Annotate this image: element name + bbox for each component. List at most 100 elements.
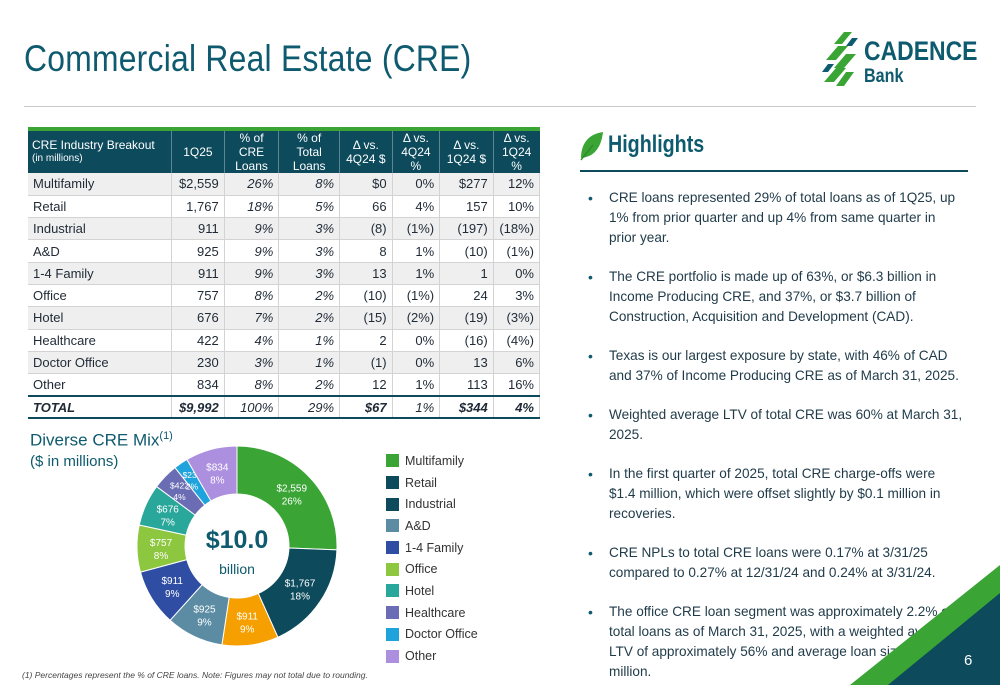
table-cell: 911: [171, 262, 225, 285]
legend-item: Multifamily: [386, 450, 478, 472]
table-row: Office 757 8% 2% (10) (1%) 24 3%: [28, 284, 541, 308]
slice-value-label: $834: [206, 463, 229, 474]
table-cell: (18%): [493, 217, 541, 241]
legend-label: A&D: [405, 518, 431, 533]
slice-value-label: $757: [150, 538, 173, 549]
legend-label: Doctor Office: [405, 627, 478, 642]
table-row: A&D 925 9% 3% 8 1% (10) (1%): [28, 239, 541, 263]
slice-percent-label: 2%: [186, 481, 199, 491]
table-cell: (10): [439, 239, 494, 263]
legend-item: Retail: [386, 472, 478, 494]
slice-percent-label: 4%: [173, 492, 186, 502]
legend-item: Other: [386, 645, 478, 667]
legend-item: Office: [386, 558, 478, 580]
table-cell: 13: [339, 262, 393, 285]
table-cell: $277: [439, 173, 494, 196]
table-cell: (8): [339, 217, 393, 241]
table-cell: 12: [339, 373, 393, 397]
slice-value-label: $2,559: [276, 483, 307, 494]
slice-value-label: $230: [183, 470, 202, 480]
slice-percent-label: 7%: [160, 518, 175, 529]
slice-value-label: $911: [161, 576, 183, 587]
row-label: Retail: [28, 195, 173, 219]
slice-percent-label: 9%: [240, 624, 255, 635]
table-header-row: CRE Industry Breakout (in millions) 1Q25…: [28, 129, 540, 173]
table-cell: 13: [439, 351, 494, 375]
table-cell: 5%: [278, 195, 341, 219]
legend-label: Office: [405, 562, 438, 577]
table-cell: 9%: [224, 262, 280, 285]
table-row: Multifamily $2,559 26% 8% $0 0% $277 12%: [28, 173, 541, 196]
highlights-divider: [580, 170, 968, 172]
table-cell: 0%: [392, 173, 441, 196]
legend-swatch: [386, 497, 399, 511]
table-cell: 9%: [224, 239, 280, 263]
legend-swatch: [386, 627, 399, 641]
table-cell: 0%: [392, 351, 441, 375]
slice-value-label: $422: [170, 480, 189, 490]
cadence-leaf-mark-icon: [822, 32, 858, 86]
table-cell: 8%: [224, 284, 280, 308]
table-cell: 676: [171, 306, 225, 330]
table-cell: 6%: [493, 351, 541, 375]
table-cell: 757: [171, 284, 225, 308]
header-category: CRE Industry Breakout (in millions): [28, 129, 173, 173]
table-cell: 12%: [493, 173, 541, 196]
legend-swatch: [386, 519, 399, 533]
header-delta-4q24-dollar: Δ vs. 4Q24 $: [339, 129, 393, 173]
table-cell: 3%: [278, 217, 341, 241]
table-cell: 911: [171, 217, 225, 241]
table-row: Retail 1,767 18% 5% 66 4% 157 10%: [28, 195, 541, 219]
table-cell: (10): [339, 284, 393, 308]
table-cell: 4%: [224, 329, 280, 352]
highlight-bullet: CRE loans represented 29% of total loans…: [588, 188, 964, 248]
legend-label: Industrial: [405, 497, 456, 512]
table-cell: (1%): [493, 239, 541, 263]
table-cell: (4%): [493, 329, 541, 352]
row-label: A&D: [28, 239, 173, 263]
header-divider: [24, 106, 976, 107]
table-cell: 0%: [392, 329, 441, 352]
legend-item: A&D: [386, 515, 478, 537]
table-cell: 834: [171, 373, 225, 397]
table-cell: $2,559: [171, 173, 225, 196]
legend-item: Hotel: [386, 580, 478, 602]
donut-slice-multifamily: [236, 445, 338, 551]
legend-label: Hotel: [405, 583, 435, 598]
highlight-bullet: In the first quarter of 2025, total CRE …: [588, 464, 964, 524]
footnote: (1) Percentages represent the % of CRE l…: [22, 670, 368, 680]
table-cell: 3%: [224, 351, 280, 375]
legend-swatch: [386, 562, 399, 576]
legend-label: Other: [405, 649, 437, 664]
mix-subtitle: ($ in millions): [30, 453, 119, 470]
table-cell: 422: [171, 329, 225, 352]
table-cell: 18%: [224, 195, 280, 219]
donut-legend: Multifamily Retail Industrial A&D 1-4 Family…: [386, 450, 478, 667]
slice-percent-label: 18%: [290, 592, 310, 603]
table-cell: 16%: [493, 373, 541, 397]
table-cell: 1%: [392, 239, 441, 263]
highlight-bullet: The CRE portfolio is made up of 63%, or …: [588, 267, 964, 327]
legend-item: Healthcare: [386, 602, 478, 624]
total-cell: 1%: [392, 394, 441, 420]
table-cell: 2%: [278, 373, 341, 397]
table-cell: 8: [339, 239, 393, 263]
table-row: Healthcare 422 4% 1% 2 0% (16) (4%): [28, 329, 541, 352]
row-label: 1-4 Family: [28, 262, 173, 285]
row-label: Industrial: [28, 217, 173, 241]
table-cell: 230: [171, 351, 225, 375]
table-cell: (15): [339, 306, 393, 330]
table-cell: 66: [339, 195, 393, 219]
slice-value-label: $1,767: [285, 579, 316, 590]
page-number: 6: [964, 652, 973, 669]
total-cell: 4%: [493, 394, 541, 420]
slice-percent-label: 9%: [197, 618, 212, 629]
legend-swatch: [386, 584, 399, 598]
cadence-bank-logo: CADENCE Bank: [822, 30, 982, 90]
total-cell: 100%: [224, 394, 280, 420]
table-cell: 1%: [392, 262, 441, 285]
table-cell: $0: [339, 173, 393, 196]
table-cell: 1%: [392, 373, 441, 397]
row-label: Doctor Office: [28, 351, 173, 375]
table-cell: 8%: [278, 173, 341, 196]
